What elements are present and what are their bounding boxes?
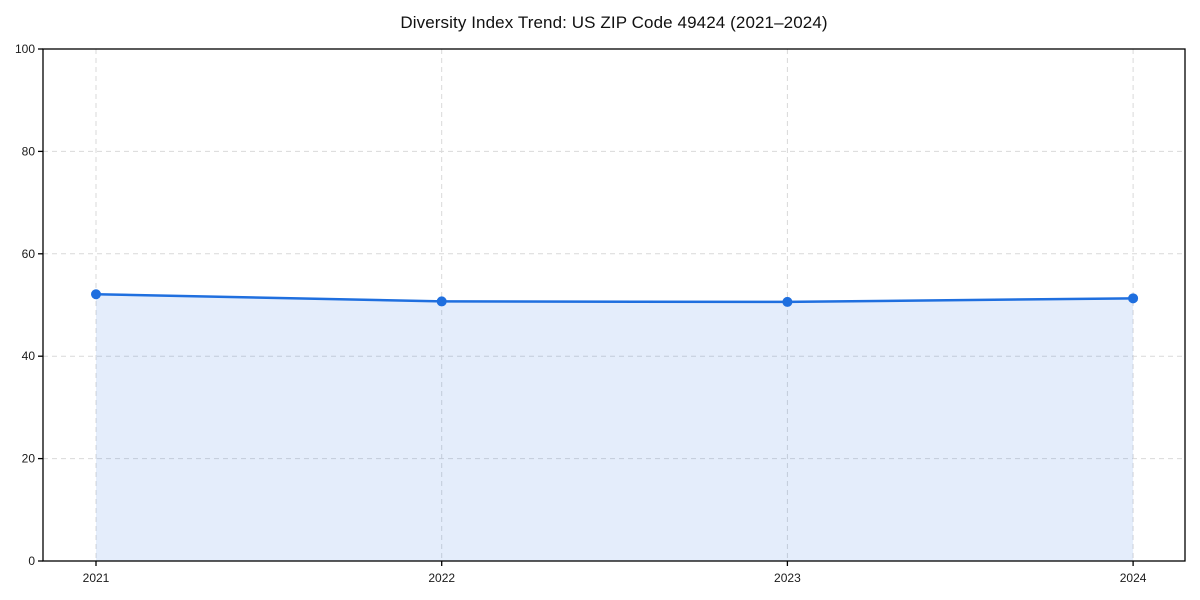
data-point — [782, 296, 793, 307]
x-tick-label: 2023 — [774, 571, 801, 585]
chart-title: Diversity Index Trend: US ZIP Code 49424… — [400, 13, 828, 32]
data-point — [436, 296, 447, 307]
area-fill — [96, 294, 1134, 561]
y-tick-label: 100 — [15, 42, 35, 56]
data-point — [1128, 293, 1139, 304]
y-tick-label: 0 — [28, 554, 35, 568]
data-point — [91, 289, 101, 300]
y-tick-label: 60 — [22, 247, 36, 261]
x-tick-label: 2022 — [428, 571, 455, 585]
y-tick-label: 40 — [22, 349, 36, 363]
x-tick-label: 2024 — [1120, 571, 1147, 585]
x-tick-label: 2021 — [83, 571, 110, 585]
y-tick-label: 80 — [22, 144, 36, 158]
plot-frame — [42, 48, 1186, 562]
y-tick-label: 20 — [22, 452, 36, 466]
trend-line — [94, 292, 1135, 304]
